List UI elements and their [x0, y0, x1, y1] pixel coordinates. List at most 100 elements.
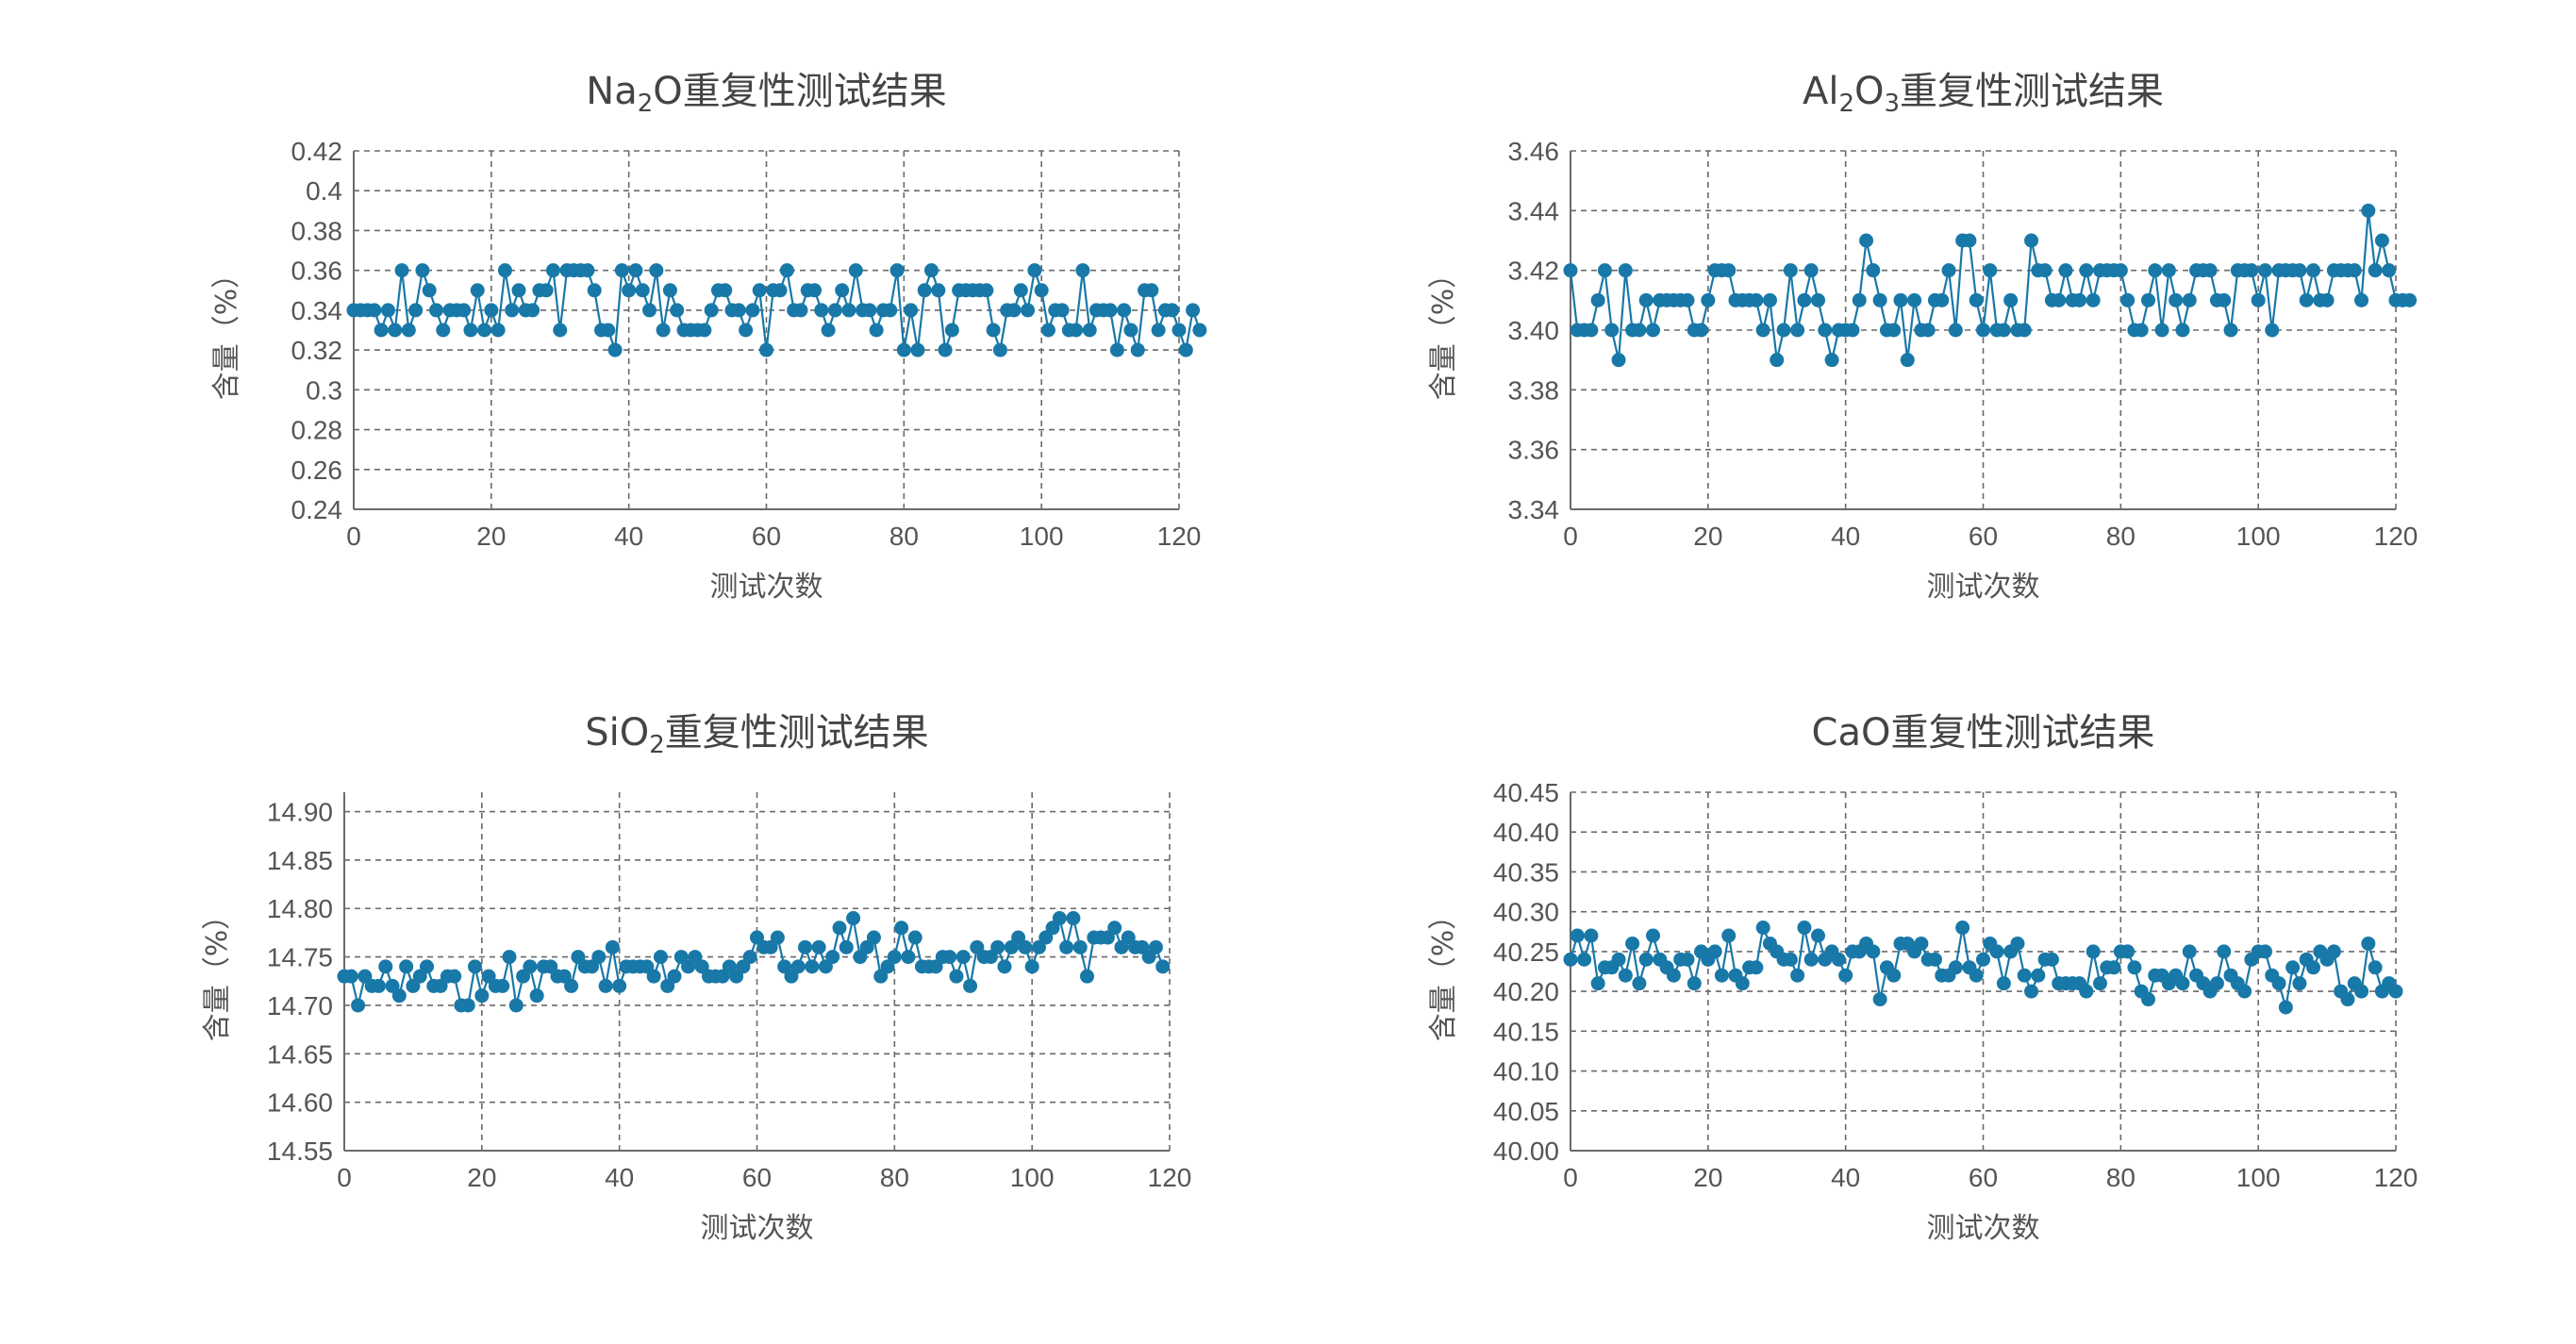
data-point [1130, 342, 1145, 357]
data-point [343, 969, 358, 984]
data-point [2271, 976, 2286, 991]
data-point [1075, 263, 1090, 278]
data-point [457, 303, 472, 318]
data-point [474, 988, 490, 1004]
data-point [1749, 292, 1764, 307]
data-point [963, 978, 978, 993]
y-axis-label: 含量（%） [1427, 260, 1460, 401]
chart-svg: CaO重复性测试结果 40.00 40.05 40.10 40.15 40.20 40.25… [1427, 711, 2418, 1245]
chart-title: Al2O3重复性测试结果 [1803, 70, 2164, 118]
data-point [391, 988, 407, 1004]
data-point [497, 263, 512, 278]
data-point [436, 323, 451, 338]
y-axis-label: 含量（%） [210, 260, 243, 401]
x-tick-label: 80 [2106, 522, 2136, 551]
data-point [1783, 263, 1798, 278]
data-point [2244, 263, 2259, 278]
x-tick-label: 60 [1969, 1163, 1998, 1192]
y-tick-label: 14.90 [267, 798, 333, 827]
data-point [1803, 263, 1819, 278]
data-point [591, 950, 607, 965]
data-point [2265, 323, 2280, 338]
x-tick-label: 60 [752, 522, 781, 551]
data-point [1886, 968, 1902, 983]
y-tick-label: 14.65 [267, 1039, 333, 1069]
data-point [646, 969, 661, 984]
data-point [1893, 292, 1908, 307]
data-point [460, 998, 475, 1013]
data-point [1611, 952, 1626, 967]
x-tick-label: 40 [1831, 1163, 1860, 1192]
data-point [1969, 292, 1984, 307]
data-point [1590, 292, 1605, 307]
data-point [2368, 263, 2383, 278]
y-tick-label: 14.80 [267, 894, 333, 923]
data-point [1059, 939, 1074, 954]
data-point [1103, 303, 1118, 318]
data-point [944, 323, 959, 338]
data-point [1563, 952, 1578, 967]
data-point [841, 303, 856, 318]
data-point [2024, 233, 2039, 248]
y-tick-label: 3.42 [1508, 257, 1560, 286]
x-tick-label: 100 [2236, 522, 2281, 551]
data-point [1996, 976, 2011, 991]
y-tick-label: 3.38 [1508, 375, 1560, 405]
x-axis-label: 测试次数 [701, 1212, 814, 1245]
data-point [889, 263, 905, 278]
data-point [1900, 353, 1915, 368]
data-point [1021, 303, 1036, 318]
data-point [614, 263, 629, 278]
data-point [539, 283, 554, 298]
data-point [564, 978, 579, 993]
data-point [938, 342, 953, 357]
data-point [1811, 928, 1825, 943]
data-point [380, 303, 395, 318]
data-point [1165, 303, 1180, 318]
data-point [1790, 968, 1805, 983]
x-tick-label: 0 [337, 1163, 352, 1192]
data-point [1749, 960, 1764, 975]
series-points [1563, 921, 2403, 1015]
na2o-chart: Na2O重复性测试结果 0.24 0.26 0.28 0.3 0.32 0.34 0.36 0.… [0, 57, 1207, 660]
data-point [502, 950, 517, 965]
data-point [1082, 323, 1097, 338]
data-point [1577, 952, 1592, 967]
data-point [2202, 263, 2218, 278]
data-point [2161, 263, 2176, 278]
data-point [1845, 323, 1860, 338]
data-point [883, 303, 898, 318]
data-point [2374, 233, 2389, 248]
data-point [495, 978, 510, 993]
data-point [1735, 976, 1750, 991]
x-tick-label: 120 [1148, 1163, 1192, 1192]
data-point [351, 998, 366, 1013]
y-tick-label: 0.38 [291, 216, 343, 245]
data-point [1646, 323, 1660, 338]
x-tick-label: 60 [1969, 522, 1998, 551]
grid-lines [343, 792, 1171, 1152]
x-tick-label: 0 [1563, 1163, 1578, 1192]
data-point [2169, 292, 2184, 307]
data-point [2031, 968, 2046, 983]
data-point [1080, 969, 1094, 984]
data-point [2217, 944, 2232, 959]
data-point [662, 283, 677, 298]
data-point [1604, 323, 1620, 338]
data-point [1638, 952, 1654, 967]
data-point [2044, 952, 2059, 967]
x-tick-label: 0 [346, 522, 361, 551]
data-point [739, 323, 754, 338]
x-tick-label: 120 [1157, 522, 1202, 551]
data-point [997, 959, 1012, 974]
data-point [1914, 936, 1929, 951]
data-point [1034, 283, 1049, 298]
data-point [821, 323, 836, 338]
data-point [2148, 263, 2163, 278]
y-tick-label: 0.3 [306, 375, 342, 405]
y-tick-label: 40.05 [1493, 1097, 1559, 1126]
y-tick-label: 0.28 [291, 416, 343, 445]
data-point [1976, 323, 1990, 338]
y-tick-label: 0.26 [291, 456, 343, 485]
data-point [1632, 976, 1647, 991]
